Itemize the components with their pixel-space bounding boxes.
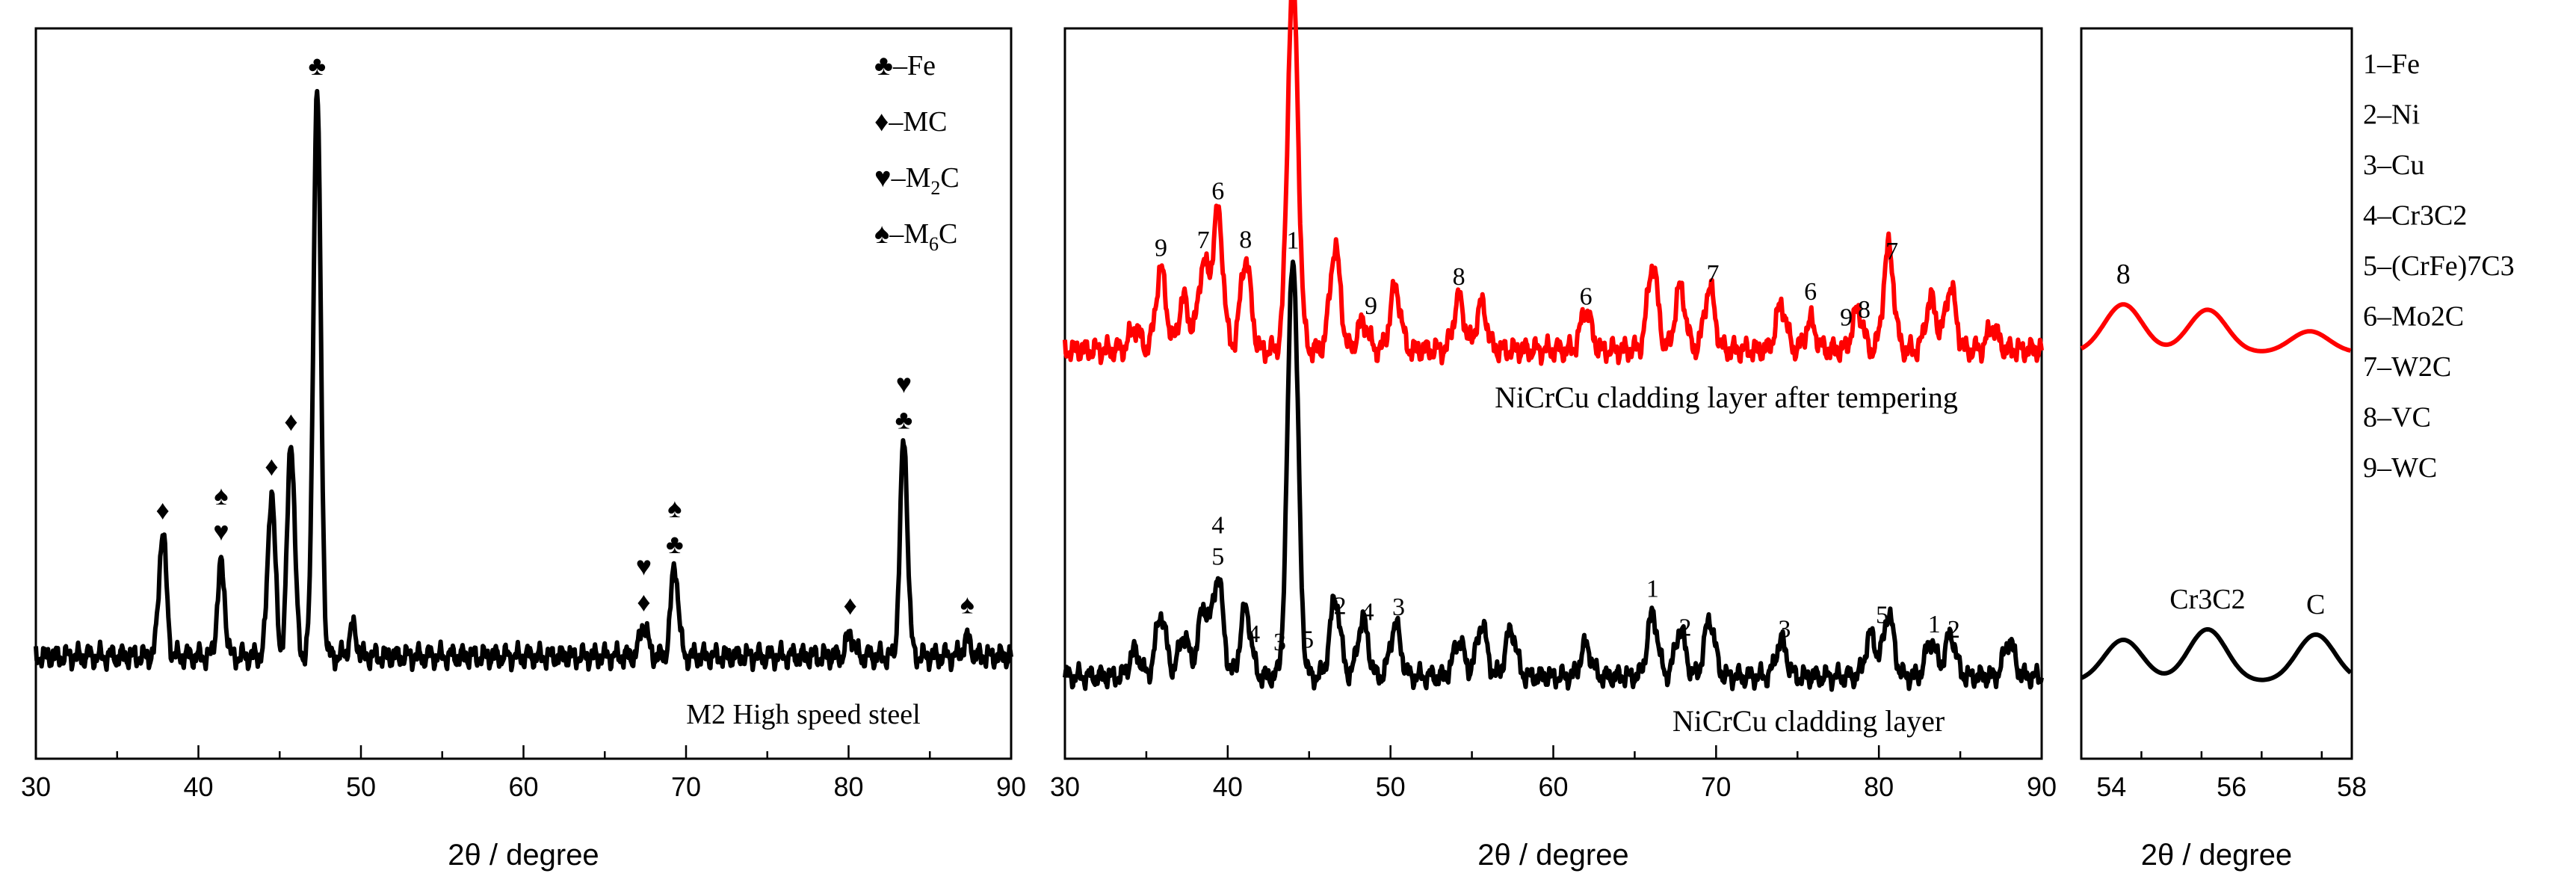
peak-label: 3 <box>1392 594 1405 621</box>
peak-label: 8 <box>1453 263 1465 291</box>
phase-legend-entry: 5–(CrFe)7C3 <box>2363 250 2515 282</box>
zoom-peak-label: Cr3C2 <box>2169 584 2245 615</box>
annotation-label-cladding: NiCrCu cladding layer <box>1672 704 1945 738</box>
x-tick-label: 56 <box>2217 771 2246 802</box>
peak-label: 2 <box>1334 592 1347 620</box>
peak-label: 8 <box>1239 226 1252 253</box>
peak-label: 8 <box>1858 296 1871 324</box>
phase-legend-entry: 2–Ni <box>2363 99 2420 131</box>
peak-label: 9 <box>1155 234 1167 262</box>
x-tick-label: 90 <box>2027 771 2057 802</box>
peak-label: 9 <box>1840 304 1853 332</box>
peak-label: 2 <box>1678 614 1691 641</box>
peak-symbol: ♦ <box>265 451 278 481</box>
x-tick-label: 40 <box>1213 771 1243 802</box>
peak-label: 1 <box>1646 575 1659 602</box>
x-axis-label: 2θ / degree <box>448 839 599 872</box>
peak-symbol: ♦ <box>155 494 169 525</box>
zoom-line-cladding <box>2080 627 2353 682</box>
series-line-m2 <box>34 89 1013 673</box>
peak-label: 6 <box>1211 178 1224 206</box>
peak-label: 4 <box>1211 512 1224 540</box>
x-tick-label: 60 <box>508 771 538 802</box>
phase-legend-entry: 4–Cr3C2 <box>2363 200 2467 232</box>
x-tick-label: 90 <box>996 771 1026 802</box>
x-tick-label: 50 <box>1376 771 1406 802</box>
peak-label: 4 <box>1362 599 1374 626</box>
plot-frame <box>2080 27 2353 760</box>
peak-label: 2 <box>1948 616 1960 644</box>
peak-label: 6 <box>1804 278 1817 306</box>
peak-label: 5 <box>1211 543 1224 571</box>
peak-symbol: ♠ <box>960 588 975 619</box>
series-line-tempered <box>1063 0 2044 366</box>
peak-label: 7 <box>1197 226 1210 254</box>
x-tick-label: 80 <box>1864 771 1894 802</box>
peak-symbol: ♥ <box>213 516 229 546</box>
peak-symbol: ♦ <box>284 406 297 437</box>
zoom-peak-label: 8 <box>2116 259 2131 290</box>
x-tick-label: 50 <box>346 771 376 802</box>
peak-label: 3 <box>1273 629 1286 656</box>
peak-symbol: ♦ <box>637 586 650 617</box>
peak-symbol: ♥ <box>636 550 652 581</box>
peak-label: 9 <box>1365 292 1377 320</box>
peak-symbol: ♣ <box>895 404 913 435</box>
panel-zoom: 54 56 58 2θ / degree 8 Cr3C2 C 1–Fe 2–Ni 3–Cu 4–Cr… <box>2080 27 2515 872</box>
annotation-label: M2 High speed steel <box>686 699 920 730</box>
peak-label: 7 <box>1706 260 1719 288</box>
peak-label: 1 <box>1928 611 1941 638</box>
peak-symbol: ♥ <box>896 369 912 399</box>
plot-frame <box>34 27 1013 760</box>
x-tick-label: 40 <box>183 771 213 802</box>
peak-symbol: ♦ <box>843 590 856 620</box>
peak-symbol: ♠ <box>667 493 682 523</box>
x-tick-label: 30 <box>21 771 51 802</box>
peak-label: 3 <box>1778 615 1791 643</box>
peak-symbol: ♠ <box>214 480 228 511</box>
panel-nicrcu: 30 40 50 60 70 80 90 2θ / degree NiCrCu cladding… <box>1050 0 2057 872</box>
x-tick-label: 30 <box>1050 771 1080 802</box>
legend-entry: ♣–Fe <box>874 50 936 81</box>
phase-legend-entry: 1–Fe <box>2363 49 2420 80</box>
peak-symbol: ♣ <box>308 50 326 81</box>
x-axis-label: 2θ / degree <box>2141 839 2292 872</box>
series-line-cladding <box>1063 259 2044 692</box>
zoom-peak-label: C <box>2306 589 2325 620</box>
phase-legend-entry: 9–WC <box>2363 452 2437 484</box>
x-tick-label: 58 <box>2337 771 2367 802</box>
x-tick-label: 80 <box>833 771 863 802</box>
phase-legend-entry: 6–Mo2C <box>2363 301 2464 333</box>
phase-legend-entry: 3–Cu <box>2363 149 2424 181</box>
x-axis-label: 2θ / degree <box>1477 839 1628 872</box>
legend-entry: ♦–MC <box>874 106 948 138</box>
x-tick-label: 70 <box>671 771 701 802</box>
zoom-line-tempered <box>2080 302 2352 354</box>
peak-label: 4 <box>1247 620 1260 648</box>
peak-label: 5 <box>1876 601 1888 629</box>
peak-label: 7 <box>1885 238 1898 265</box>
peak-label: 1 <box>1286 226 1299 254</box>
peak-label: 6 <box>1580 283 1593 310</box>
phase-legend-entry: 8–VC <box>2363 402 2431 434</box>
legend-entry: ♥–M2C <box>874 162 960 199</box>
peak-label: 5 <box>1301 626 1314 653</box>
x-tick-label: 60 <box>1538 771 1568 802</box>
phase-legend-entry: 7–W2C <box>2363 351 2451 383</box>
x-tick-label: 54 <box>2096 771 2126 802</box>
legend-entry: ♠–M6C <box>874 218 957 255</box>
peak-symbol: ♣ <box>666 528 684 559</box>
annotation-label-tempered: NiCrCu cladding layer after tempering <box>1495 380 1958 414</box>
x-tick-label: 70 <box>1701 771 1731 802</box>
